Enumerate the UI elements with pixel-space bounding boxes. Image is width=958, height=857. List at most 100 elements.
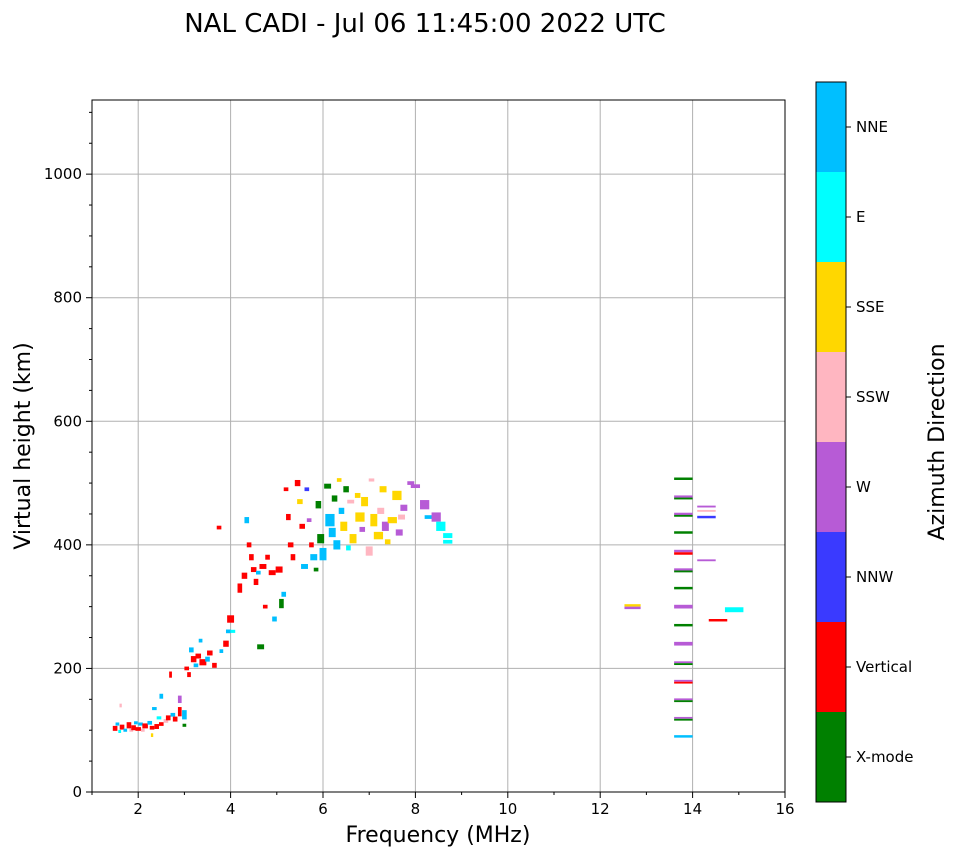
echo-point-nne <box>319 547 327 561</box>
echo-point-vertical <box>207 650 213 656</box>
echo-point-vertical <box>241 572 248 579</box>
echo-point-sse <box>373 531 384 540</box>
echo-point-e <box>156 716 162 720</box>
echo-point-nne <box>182 710 187 720</box>
echo-point-sse <box>361 496 369 507</box>
colorbar-tick-label: SSW <box>856 388 890 406</box>
echo-point-nne <box>328 527 336 538</box>
echo-point-e <box>230 629 236 633</box>
echo-point-x-mode <box>674 718 693 721</box>
echo-point-nne <box>338 507 345 514</box>
echo-point-nne <box>281 591 287 597</box>
echo-point-w <box>400 504 408 511</box>
echo-point-x-mode <box>324 483 332 489</box>
echo-point-vertical <box>169 671 172 678</box>
echo-point-e <box>118 729 122 733</box>
echo-point-ssw <box>140 728 145 732</box>
echo-point-vertical <box>283 487 289 492</box>
echo-point-sse <box>392 490 402 501</box>
colorbar-swatch-w <box>816 442 846 532</box>
echo-point-nne <box>256 570 261 575</box>
colorbar-tick-label: X-mode <box>856 748 913 766</box>
echo-point-nne <box>205 656 210 662</box>
echo-point-vertical <box>674 552 693 555</box>
echo-point-nne <box>301 564 308 569</box>
echo-point-w <box>359 526 366 532</box>
x-tick-label: 12 <box>591 800 610 818</box>
echo-point-sse <box>624 604 641 607</box>
echo-point-vertical <box>177 707 182 717</box>
echo-point-e <box>346 545 351 551</box>
x-axis-label: Frequency (MHz) <box>346 823 531 848</box>
echo-point-sse <box>354 492 361 498</box>
echo-point-w <box>624 606 641 610</box>
echo-point-sse <box>387 517 397 524</box>
echo-point-nne <box>189 647 194 653</box>
colorbar-swatch-e <box>816 172 846 262</box>
echo-point-e <box>443 539 453 544</box>
echo-point-vertical <box>187 672 191 678</box>
echo-point-x-mode <box>674 663 693 666</box>
x-tick-label: 2 <box>133 800 143 818</box>
echo-point-ssw <box>697 509 716 512</box>
echo-point-vertical <box>246 542 252 548</box>
echo-point-vertical <box>250 567 257 573</box>
echo-point-x-mode <box>313 567 319 572</box>
echo-point-sse <box>370 513 378 527</box>
y-tick-label: 600 <box>53 412 82 430</box>
echo-point-nnw <box>304 487 310 492</box>
y-tick-label: 800 <box>53 289 82 307</box>
echo-point-vertical <box>184 666 190 671</box>
echo-point-vertical <box>249 554 254 561</box>
echo-point-x-mode <box>674 514 693 517</box>
echo-point-vertical <box>165 715 171 721</box>
colorbar: X-mode Vertical NNW W SSW SSE E NNE <box>815 81 913 803</box>
echo-point-nnw <box>697 515 716 519</box>
echo-point-vertical <box>259 564 267 569</box>
echo-point-vertical <box>287 542 294 548</box>
echo-point-w <box>697 559 716 562</box>
y-axis-label: Virtual height (km) <box>11 342 36 549</box>
colorbar-swatch-sse <box>816 262 846 352</box>
colorbar-tick-label: NNW <box>856 568 893 586</box>
echo-point-vertical <box>158 722 164 726</box>
plot-frame <box>91 99 786 793</box>
echo-point-w <box>410 484 421 489</box>
echo-point-e <box>436 521 446 531</box>
colorbar-swatch-nnw <box>816 532 846 622</box>
echo-point-vertical <box>294 479 301 487</box>
x-tick-label: 4 <box>226 800 236 818</box>
echo-point-e <box>724 607 744 613</box>
echo-point-sse <box>297 499 303 505</box>
x-tick-label: 10 <box>498 800 517 818</box>
echo-point-x-mode <box>674 497 693 500</box>
echo-point-vertical <box>131 725 136 731</box>
echo-point-w <box>674 512 693 516</box>
echo-point-ssw <box>377 507 385 514</box>
echo-point-nne <box>333 540 341 550</box>
echo-point-nne <box>147 720 153 725</box>
y-tick-label: 200 <box>53 659 82 677</box>
echo-point-e <box>443 533 453 539</box>
colorbar-tick-label: NNE <box>856 118 888 136</box>
colorbar-tick-label: Vertical <box>856 658 912 676</box>
echo-point-vertical <box>309 542 314 548</box>
x-tick-label: 6 <box>318 800 328 818</box>
colorbar-tick-label: W <box>856 478 871 496</box>
echo-point-vertical <box>227 615 235 623</box>
echo-point-nne <box>123 728 128 732</box>
echo-point-nne <box>325 513 335 527</box>
chart-title: NAL CADI - Jul 06 11:45:00 2022 UTC <box>184 9 666 39</box>
echo-point-vertical <box>262 604 268 609</box>
echo-point-vertical <box>223 640 229 647</box>
echo-point-w <box>177 695 182 704</box>
echo-point-vertical <box>195 653 202 659</box>
echo-point-w <box>674 698 693 701</box>
echo-point-nne <box>115 722 120 726</box>
echo-point-vertical <box>172 716 178 722</box>
echo-point-w <box>697 505 716 508</box>
x-tick-label: 14 <box>683 800 702 818</box>
echo-point-ssw <box>347 499 355 504</box>
y-tick-label: 0 <box>72 783 82 801</box>
